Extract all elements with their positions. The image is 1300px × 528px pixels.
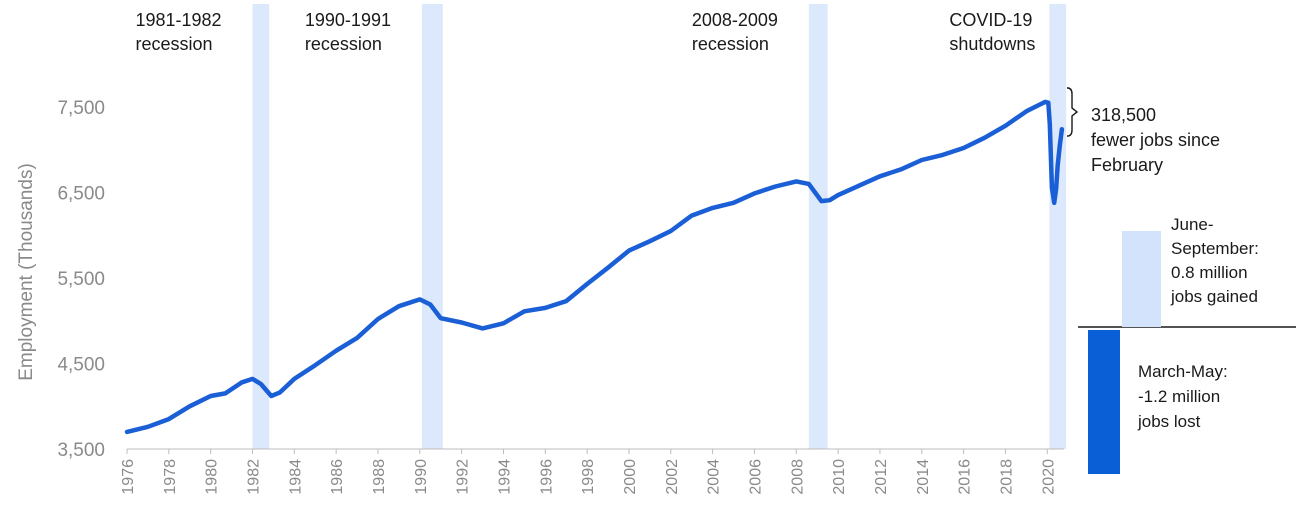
- x-tick-label: 2000: [622, 459, 639, 495]
- loss-bar: [1088, 330, 1120, 474]
- y-axis-ticks: 3,500 4,500 5,500 6,500 7,500: [57, 98, 105, 461]
- job-change-bars: June-September: 0.8 million jobs gained Mar…: [1078, 215, 1296, 474]
- recession-band: [421, 4, 443, 449]
- y-tick-label: 3,500: [57, 440, 105, 461]
- x-tick-label: 2006: [747, 459, 764, 495]
- x-tick-label: 1998: [580, 459, 597, 495]
- x-tick-label: 1982: [245, 459, 262, 495]
- recession-labels: 1981-1982 recession 1990-1991 recession 2008…: [135, 10, 1035, 54]
- x-tick-label: 2004: [706, 459, 723, 495]
- x-axis: 1976 1978 1980 1982 1984 1986 1988 1990 1992 1994…: [120, 448, 1064, 495]
- bracket-shape: [1066, 87, 1079, 137]
- employment-line: [124, 99, 1065, 435]
- x-tick-label: 2018: [998, 459, 1015, 495]
- x-tick-label: 2014: [915, 459, 932, 495]
- decline-bracket: 318,500 fewer jobs since February: [1066, 87, 1220, 175]
- x-tick-label: 2010: [831, 459, 848, 495]
- y-tick-label: 7,500: [57, 98, 105, 119]
- x-tick-label: 1988: [371, 459, 388, 495]
- x-tick-label: 1996: [538, 459, 555, 495]
- series-lines: [124, 99, 1065, 435]
- recession-band: [252, 4, 270, 449]
- x-tick-label: 1990: [413, 459, 430, 495]
- x-tick-label: 1976: [120, 459, 137, 495]
- x-tick-label: 1992: [455, 459, 472, 495]
- recession-bands: [252, 4, 1067, 449]
- x-tick-label: 1994: [496, 459, 513, 495]
- recession-label: 2008-2009 recession: [692, 10, 778, 54]
- x-tick-label: 2002: [664, 459, 681, 495]
- recession-label: COVID-19 shutdowns: [949, 10, 1035, 54]
- x-tick-label: 1984: [287, 459, 304, 495]
- x-tick-label: 2020: [1040, 459, 1057, 495]
- x-tick-label: 2016: [957, 459, 974, 495]
- y-tick-label: 5,500: [57, 269, 105, 290]
- recession-band: [1049, 4, 1067, 449]
- y-tick-label: 6,500: [57, 184, 105, 205]
- bracket-label: 318,500 fewer jobs since February: [1091, 105, 1220, 175]
- x-tick-label: 1978: [162, 459, 179, 495]
- x-tick-label: 1986: [329, 459, 346, 495]
- gain-bar: [1122, 231, 1161, 327]
- recession-label: 1990-1991 recession: [305, 10, 391, 54]
- y-tick-label: 4,500: [57, 355, 105, 376]
- x-tick-label: 2008: [789, 459, 806, 495]
- recession-band: [808, 4, 828, 449]
- gain-bar-label: June-September: 0.8 million jobs gained: [1170, 215, 1259, 306]
- loss-bar-label: March-May: -1.2 million jobs lost: [1137, 362, 1228, 431]
- x-tick-label: 2012: [873, 459, 890, 495]
- x-tick-label: 1980: [204, 459, 221, 495]
- recession-label: 1981-1982 recession: [135, 10, 221, 54]
- y-axis-title: Employment (Thousands): [16, 163, 37, 381]
